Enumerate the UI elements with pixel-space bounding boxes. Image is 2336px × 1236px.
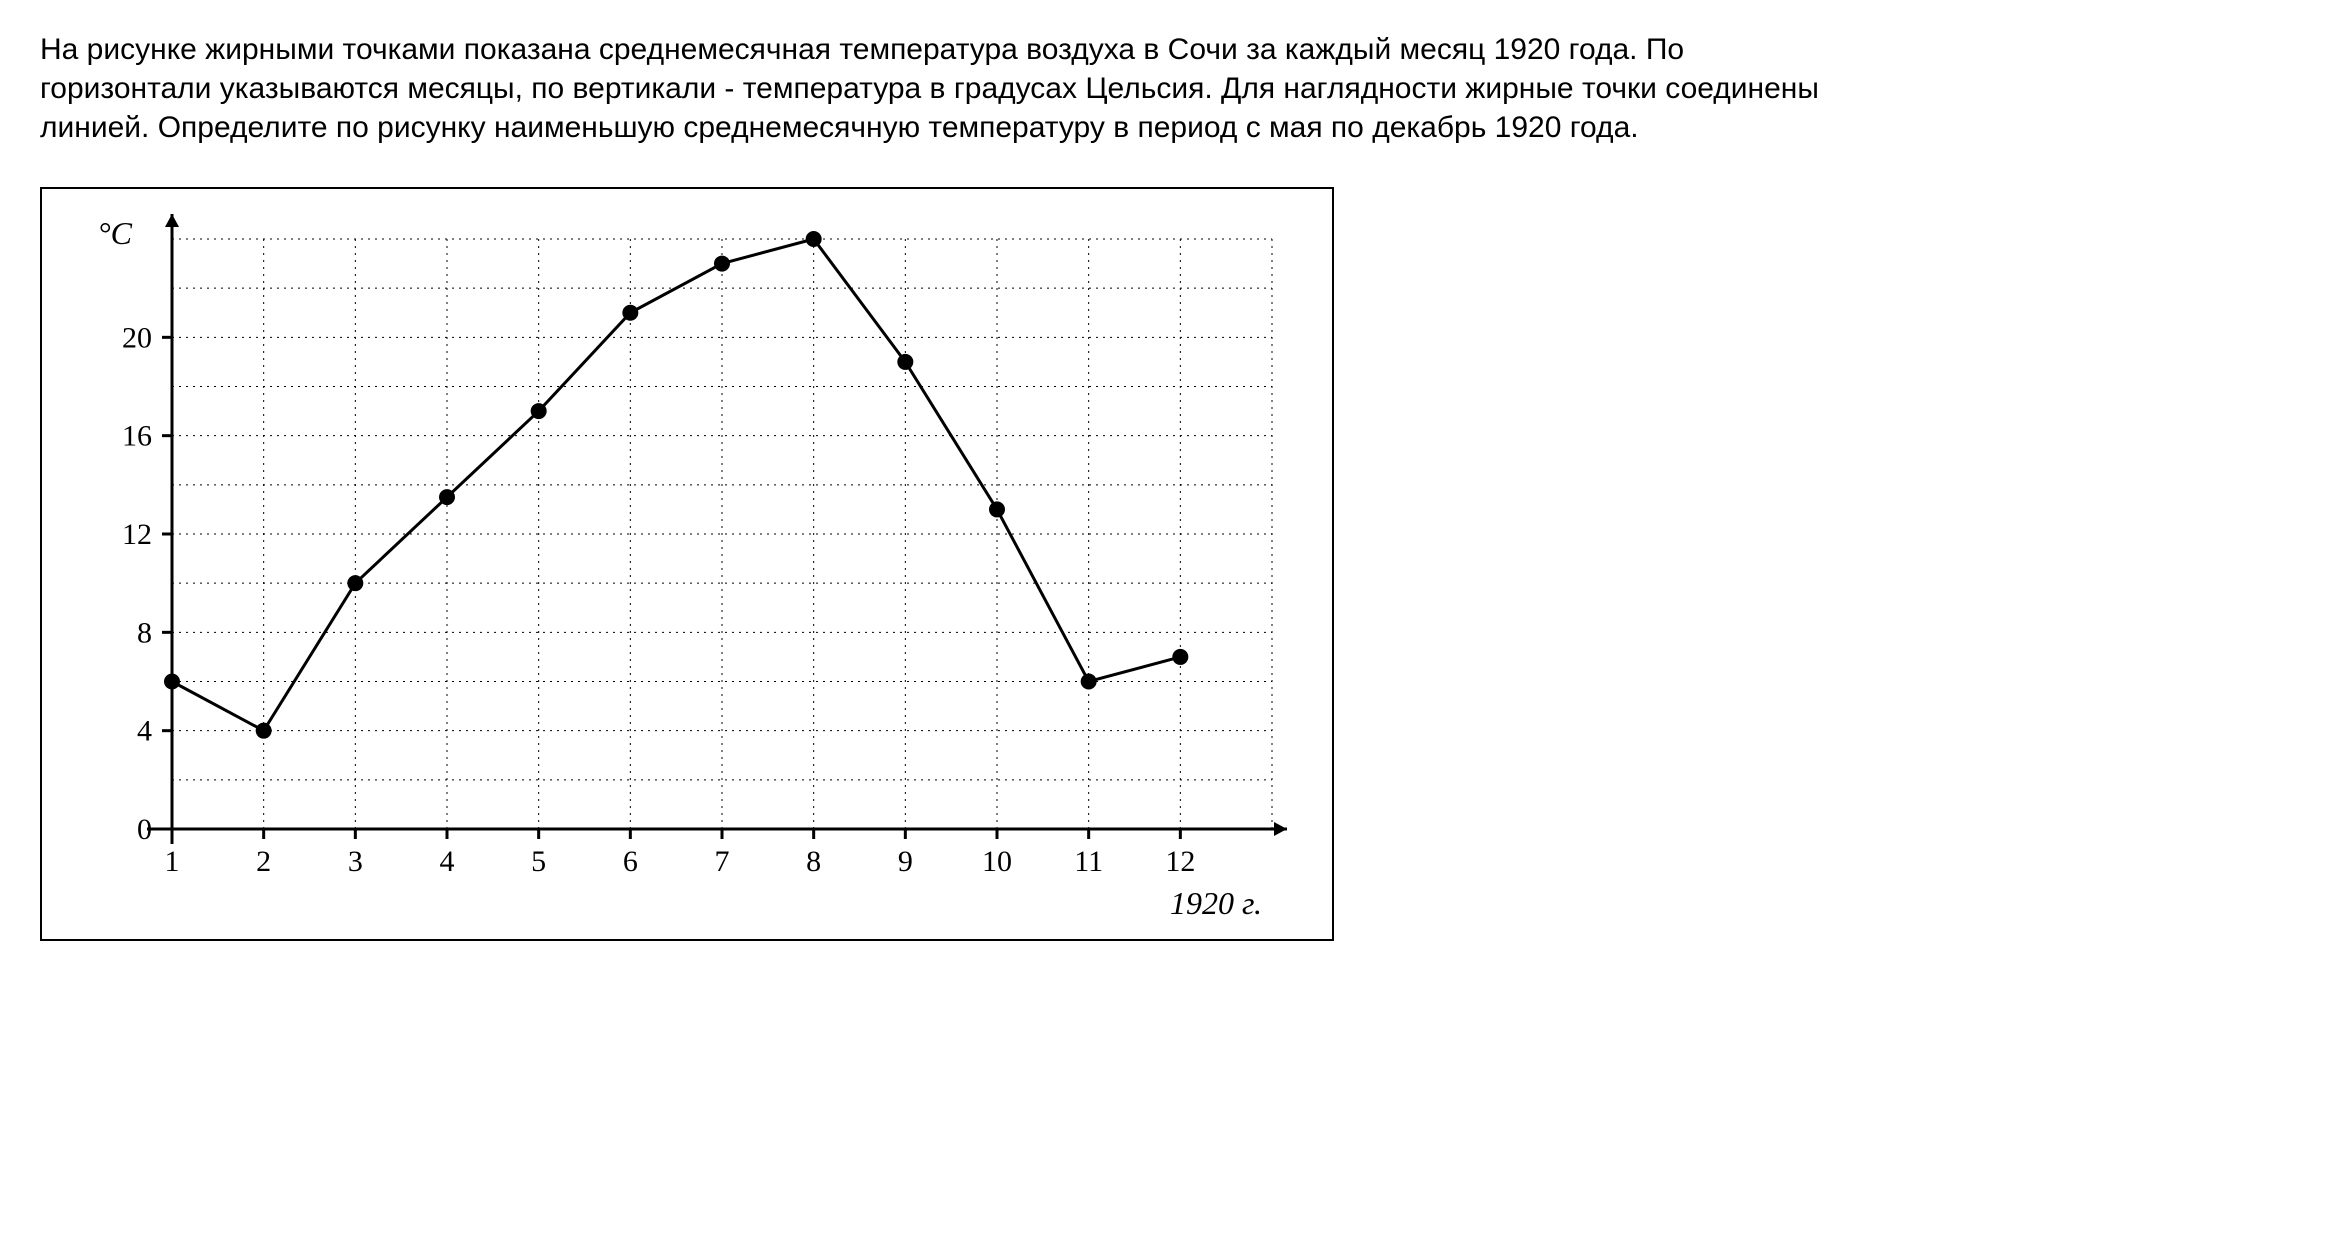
x-tick-label: 2 bbox=[256, 845, 271, 878]
x-tick-label: 8 bbox=[806, 845, 821, 878]
x-tick-label: 6 bbox=[623, 845, 638, 878]
data-point bbox=[806, 231, 822, 247]
y-tick-label: 8 bbox=[137, 616, 152, 649]
y-tick-label: 4 bbox=[137, 715, 152, 748]
x-tick-label: 11 bbox=[1074, 845, 1103, 878]
data-point bbox=[714, 256, 730, 272]
data-point bbox=[1172, 649, 1188, 665]
y-tick-label: 16 bbox=[122, 420, 152, 453]
x-tick-label: 12 bbox=[1165, 845, 1195, 878]
data-point bbox=[439, 489, 455, 505]
x-tick-label: 3 bbox=[348, 845, 363, 878]
x-tick-label: 7 bbox=[715, 845, 730, 878]
data-point bbox=[164, 674, 180, 690]
temperature-chart: 048121620123456789101112°C1920 г. bbox=[62, 209, 1312, 929]
x-tick-label: 4 bbox=[440, 845, 455, 878]
problem-text: На рисунке жирными точками показана сред… bbox=[40, 30, 1840, 147]
chart-frame: 048121620123456789101112°C1920 г. bbox=[40, 187, 1334, 941]
data-point bbox=[347, 575, 363, 591]
data-point bbox=[989, 501, 1005, 517]
x-tick-label: 1 bbox=[165, 845, 180, 878]
data-point bbox=[1081, 674, 1097, 690]
x-tick-label: 9 bbox=[898, 845, 913, 878]
data-point bbox=[897, 354, 913, 370]
data-point bbox=[256, 723, 272, 739]
y-axis-title: °C bbox=[98, 215, 133, 251]
y-axis-arrow-icon bbox=[165, 214, 179, 227]
x-axis-arrow-icon bbox=[1274, 822, 1287, 836]
y-tick-label: 0 bbox=[137, 813, 152, 846]
data-point bbox=[531, 403, 547, 419]
x-tick-label: 5 bbox=[531, 845, 546, 878]
x-tick-label: 10 bbox=[982, 845, 1012, 878]
y-tick-label: 12 bbox=[122, 518, 152, 551]
data-point bbox=[622, 305, 638, 321]
y-tick-label: 20 bbox=[122, 321, 152, 354]
x-axis-title: 1920 г. bbox=[1170, 885, 1262, 921]
